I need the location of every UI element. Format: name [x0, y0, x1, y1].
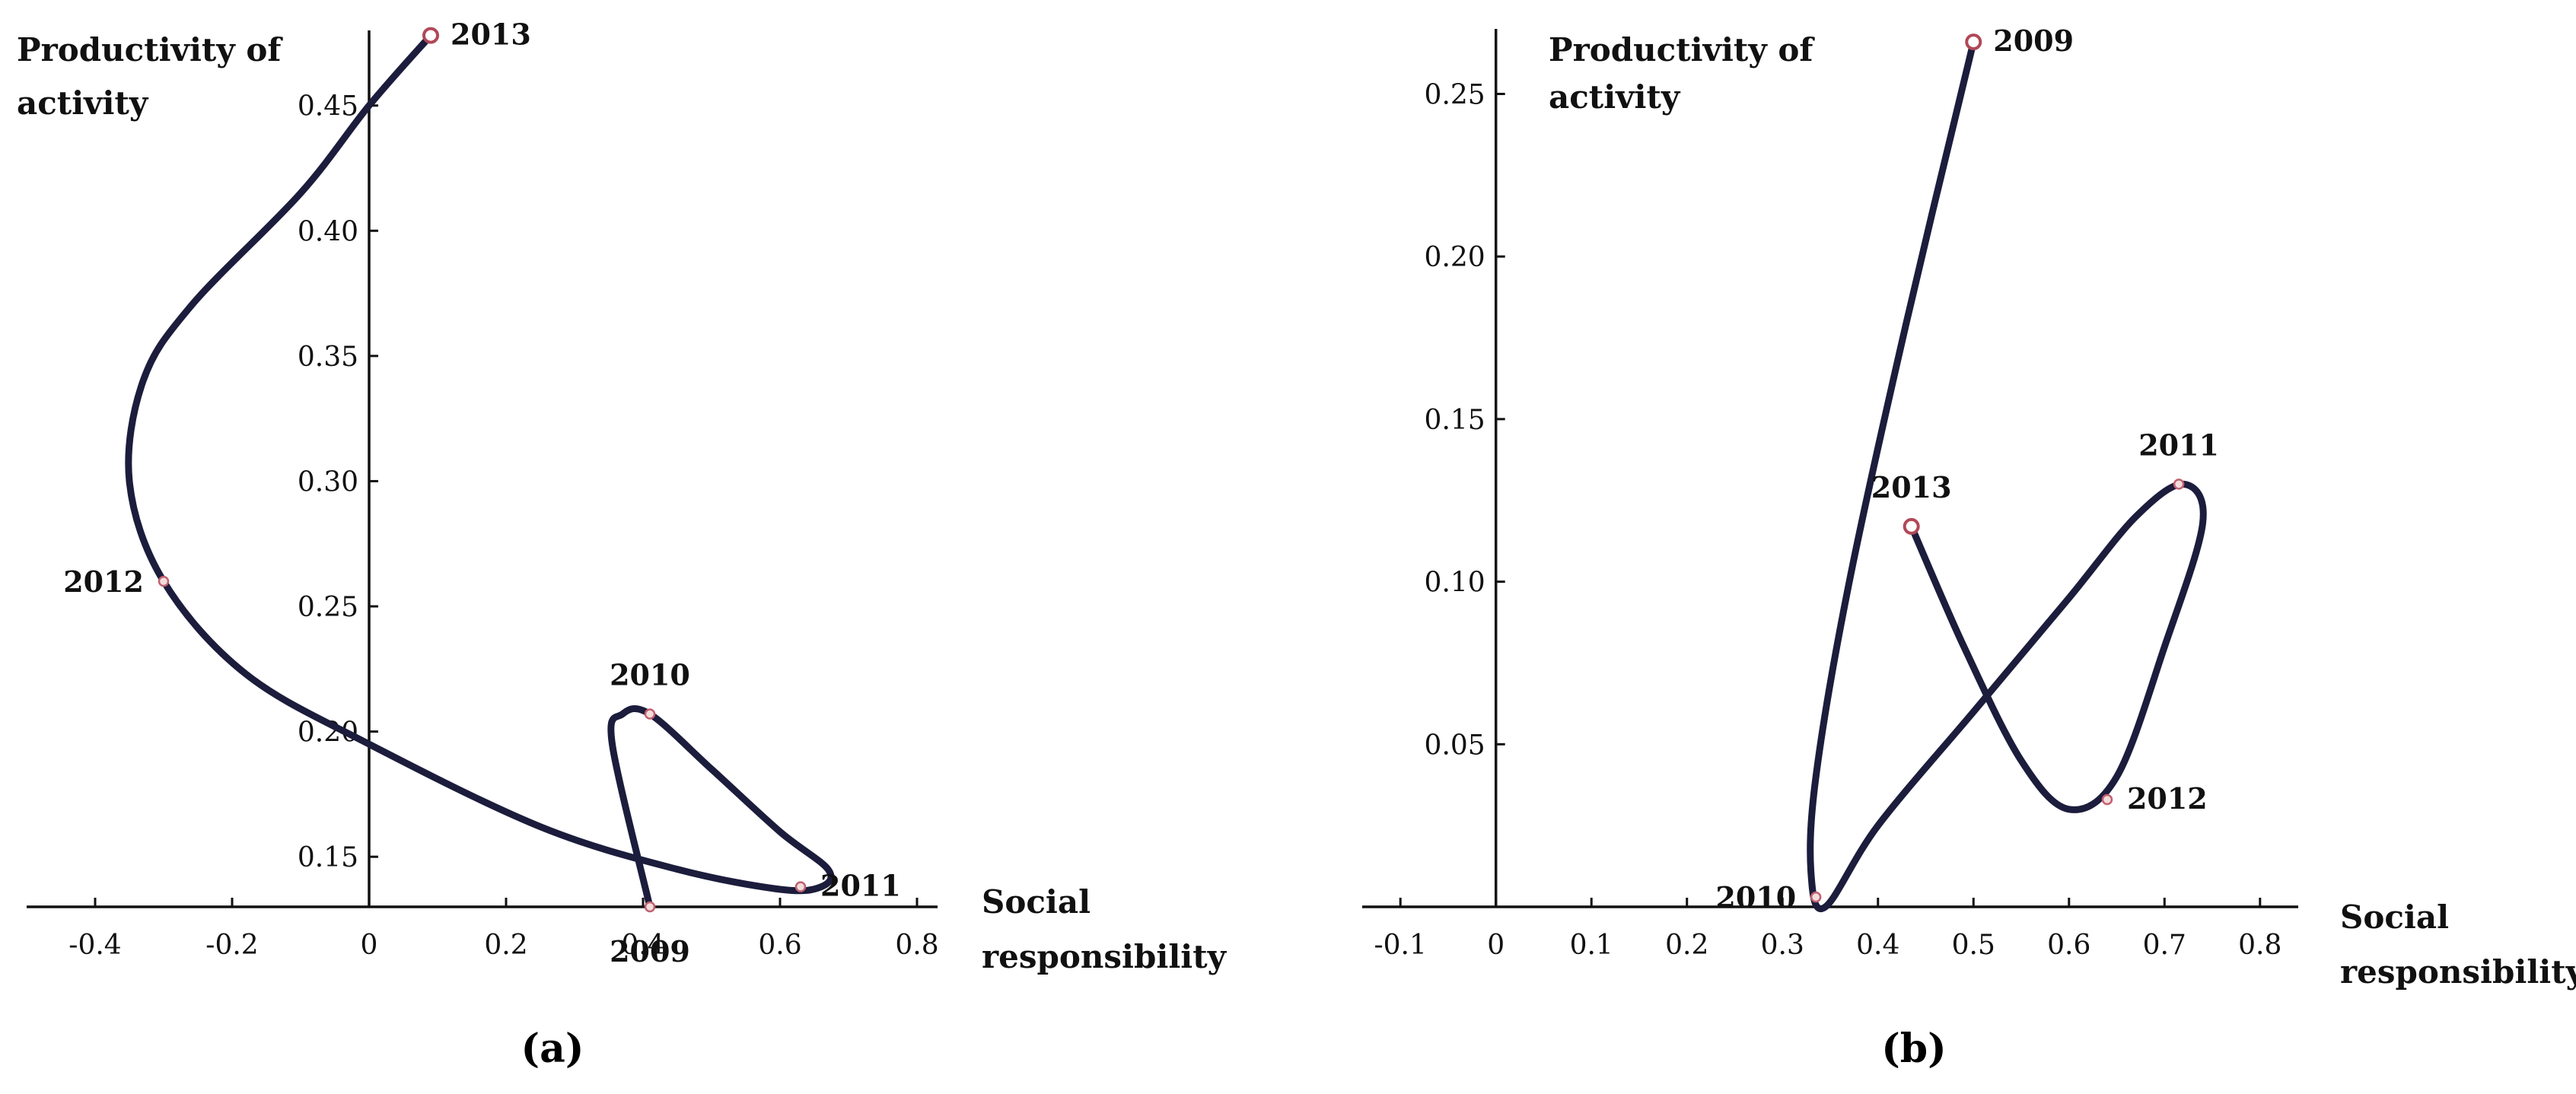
point-label-2009: 2009 — [610, 934, 690, 968]
point-label-2012: 2012 — [2127, 781, 2208, 816]
y-tick-label: 0.30 — [298, 466, 358, 498]
point-marker-2009 — [644, 901, 656, 913]
y-tick-label: 0.15 — [298, 842, 358, 873]
x-axis-title: responsibility — [2340, 953, 2576, 991]
x-tick-label: 0.2 — [484, 930, 527, 961]
x-tick-label: -0.1 — [1374, 930, 1426, 961]
point-label-2010: 2010 — [1715, 880, 1796, 914]
point-marker-2013 — [1903, 517, 1920, 535]
panel-caption: (a) — [521, 1026, 584, 1072]
y-tick-label: 0.40 — [298, 216, 358, 247]
point-label-2013: 2013 — [451, 17, 531, 52]
point-marker-2011 — [794, 881, 807, 892]
point-marker-2012 — [2101, 793, 2113, 806]
point-marker-2012 — [158, 575, 170, 587]
point-label-2012: 2012 — [63, 564, 144, 599]
trajectory-curve — [125, 32, 835, 911]
y-tick-label: 0.25 — [298, 592, 358, 623]
y-tick-label: 0.20 — [1425, 242, 1485, 273]
x-tick-label: 0.4 — [1856, 930, 1899, 961]
point-label-2011: 2011 — [820, 869, 901, 903]
y-tick-label: 0.10 — [1425, 568, 1485, 599]
point-label-2009: 2009 — [1993, 24, 2074, 58]
x-tick-label: -0.4 — [68, 930, 121, 961]
y-axis-title: activity — [1549, 78, 1681, 116]
trajectory-curve — [1807, 38, 2207, 912]
point-marker-2009 — [1965, 33, 1982, 51]
y-axis-title: Productivity of — [1549, 31, 1815, 68]
panel-caption: (b) — [1881, 1026, 1947, 1072]
point-label-2011: 2011 — [2138, 428, 2219, 462]
x-tick-label: -0.2 — [205, 930, 258, 961]
x-axis-title: responsibility — [982, 938, 1228, 975]
y-tick-label: 0.05 — [1425, 730, 1485, 761]
x-tick-label: 0.1 — [1570, 930, 1613, 961]
x-tick-label: 0 — [361, 930, 378, 961]
x-tick-label: 0.7 — [2143, 930, 2186, 961]
x-tick-label: 0.2 — [1665, 930, 1708, 961]
x-axis-title: Social — [2340, 898, 2449, 936]
y-tick-label: 0.25 — [1425, 79, 1485, 110]
y-tick-label: 0.45 — [298, 91, 358, 122]
y-axis-title: Productivity of — [17, 31, 283, 68]
panel-b-chart: -0.1 0 0.1 0.2 0.3 0.4 0.5 0.6 0.7 0.8 0.05 0.10 0.1… — [1362, 24, 2576, 1072]
x-tick-label: 0.5 — [1952, 930, 1995, 961]
point-marker-2010 — [1810, 891, 1822, 903]
y-tick-label: 0.35 — [298, 342, 358, 373]
x-tick-label: 0.6 — [758, 930, 801, 961]
point-label-2010: 2010 — [610, 658, 690, 692]
point-marker-2010 — [644, 708, 656, 720]
point-marker-2011 — [2173, 479, 2185, 490]
y-tick-label: 0.15 — [1425, 405, 1485, 436]
x-tick-label: 0.4 — [621, 930, 664, 961]
y-axis-title: activity — [17, 84, 149, 122]
x-tick-label: 0.3 — [1761, 930, 1804, 961]
point-label-2013: 2013 — [1871, 470, 1952, 504]
panel-a-chart: -0.4 -0.2 0 0.2 0.4 0.6 0.80.150.200.250.300.3… — [17, 17, 1228, 1072]
point-marker-2013 — [422, 27, 439, 44]
x-axis-title: Social — [982, 883, 1091, 921]
x-tick-label: 0.8 — [2238, 930, 2281, 961]
x-tick-label: 0.6 — [2047, 930, 2090, 961]
x-tick-label: 0.8 — [895, 930, 938, 961]
x-tick-label: 0 — [1487, 930, 1505, 961]
